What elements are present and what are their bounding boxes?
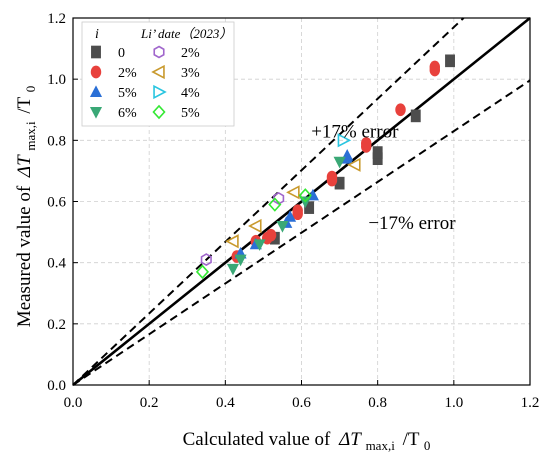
- data-point-triangle-down: [276, 221, 289, 233]
- legend-label: 5%: [118, 86, 137, 101]
- data-points: [195, 54, 455, 280]
- data-point-triangle-right: [337, 133, 352, 148]
- data-point-circle: [395, 103, 406, 117]
- data-point-triangle-left: [248, 218, 262, 234]
- legend-marker-hexagon: [153, 45, 165, 59]
- x-tick-label: 0.0: [64, 395, 83, 411]
- data-point-square: [372, 146, 383, 159]
- data-point-triangle-down: [234, 254, 247, 267]
- legend-marker-square: [91, 45, 101, 59]
- legend-label: 6%: [118, 106, 137, 121]
- x-axis-label: Calculated value of ΔT max,i /T 0: [183, 429, 431, 455]
- legend-marker-triangle-down: [89, 107, 103, 119]
- data-point-hexagon: [273, 192, 285, 205]
- data-point-triangle-left: [286, 185, 300, 200]
- x-tick-label: 0.8: [368, 395, 387, 411]
- data-point-square: [410, 109, 421, 123]
- reference-lines: [72, 16, 531, 387]
- legend-label: 3%: [181, 66, 200, 81]
- legend-label: 0: [118, 46, 125, 61]
- data-point-circle: [265, 228, 277, 242]
- y-tick-label: 1.2: [47, 11, 66, 27]
- legend-marker-triangle-left: [151, 64, 165, 80]
- legend-marker-circle: [90, 65, 102, 79]
- legend-label: 2%: [118, 66, 137, 81]
- legend-label: 5%: [181, 106, 200, 121]
- legend-label: 4%: [181, 86, 200, 101]
- y-tick-label: 0.2: [47, 317, 66, 333]
- y-tick-label: 0.6: [47, 195, 66, 211]
- data-point-square: [445, 54, 455, 68]
- y-tick-label: 1.0: [47, 72, 66, 88]
- axis-ticks: 0.0 0.2 0.4 0.6 0.8 1.0 1.2 0.0 0.2 0.4 0.6 0.8 1.0 1…: [47, 11, 539, 411]
- data-point-triangle-down: [333, 156, 346, 169]
- legend-marker-triangle-right: [153, 84, 167, 100]
- data-point-hexagon: [200, 253, 212, 267]
- data-point-square: [304, 201, 315, 214]
- data-point-diamond: [195, 264, 210, 280]
- error-bound-line: [72, 79, 531, 386]
- annotations: +17% error −17% error: [311, 121, 456, 234]
- data-point-diamond: [298, 188, 312, 203]
- identity-line: [72, 16, 531, 387]
- error-annotation: −17% error: [368, 213, 456, 234]
- legend: i Li’ date（2023） 0 2% 5% 6% 2% 3% 4% 5%: [81, 21, 235, 127]
- y-tick-label: 0.0: [47, 378, 66, 394]
- data-point-diamond: [268, 197, 282, 212]
- y-axis-label: Measured value of ΔT max,i /T 0: [14, 86, 40, 327]
- legend-header-right: Li’ date（2023）: [140, 26, 232, 41]
- x-tick-label: 0.2: [140, 395, 159, 411]
- x-tick-label: 1.2: [521, 395, 540, 411]
- legend-header-left: i: [95, 27, 99, 42]
- y-tick-label: 0.4: [47, 256, 66, 272]
- x-tick-label: 1.0: [444, 395, 463, 411]
- data-point-triangle-up: [284, 210, 297, 222]
- data-point-circle: [326, 170, 338, 184]
- legend-marker-triangle-up: [89, 85, 103, 97]
- data-point-triangle-left: [225, 234, 239, 249]
- legend-label: 2%: [181, 46, 200, 61]
- data-point-triangle-down: [253, 239, 266, 251]
- data-point-circle: [292, 204, 303, 217]
- legend-marker-diamond: [152, 104, 166, 120]
- x-tick-label: 0.4: [216, 395, 235, 411]
- error-annotation: +17% error: [311, 121, 399, 142]
- data-point-triangle-down: [226, 263, 239, 276]
- data-point-circle: [429, 60, 441, 74]
- x-tick-label: 0.6: [292, 395, 311, 411]
- data-point-square: [334, 176, 345, 190]
- data-point-circle: [361, 137, 372, 150]
- y-tick-label: 0.8: [47, 133, 66, 149]
- legend-box: [81, 21, 235, 127]
- error-bound-line: [72, 17, 465, 386]
- data-point-triangle-left: [347, 157, 361, 172]
